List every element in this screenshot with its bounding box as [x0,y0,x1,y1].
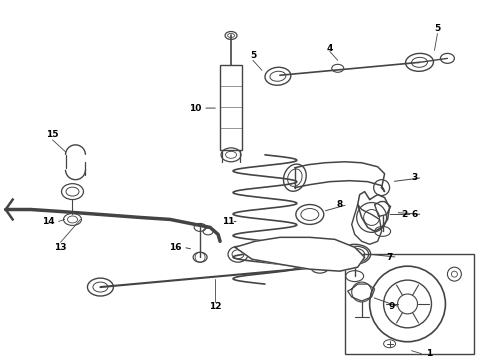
Text: 10: 10 [189,104,201,113]
Text: 12: 12 [209,302,221,311]
Text: 13: 13 [54,243,67,252]
Text: 5: 5 [434,24,441,33]
Text: 4: 4 [326,44,333,53]
Text: 2: 2 [401,210,408,219]
Text: 11: 11 [222,217,234,226]
Text: 7: 7 [387,253,393,262]
Bar [220,65,242,150]
Text: 6: 6 [412,210,417,219]
Text: 16: 16 [169,243,181,252]
Text: 8: 8 [337,200,343,209]
Text: 14: 14 [42,217,55,226]
Text: 5: 5 [250,51,256,60]
Text: 3: 3 [412,173,417,182]
Polygon shape [235,237,365,271]
Text: 15: 15 [46,130,59,139]
Bar [345,254,474,354]
Text: 9: 9 [389,302,395,311]
Text: 1: 1 [426,349,433,358]
